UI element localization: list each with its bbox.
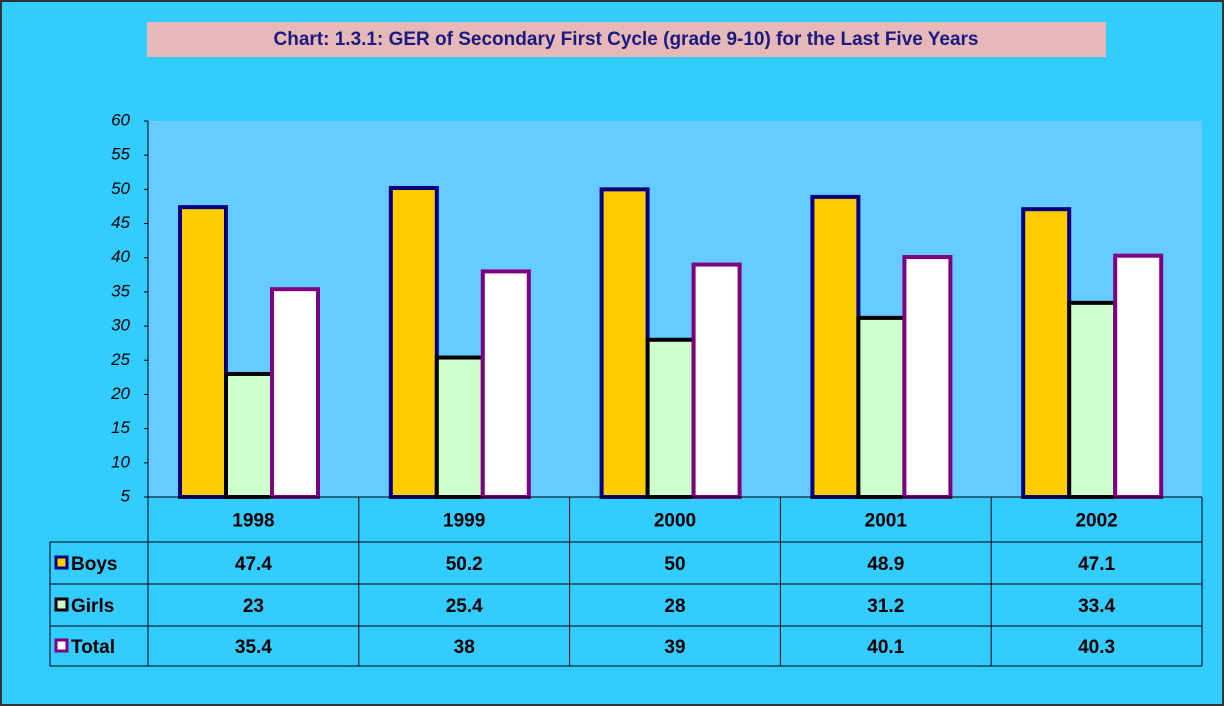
bar xyxy=(1113,253,1164,499)
table-value: 40.1 xyxy=(867,637,904,658)
legend-label: Girls xyxy=(71,596,114,617)
bar xyxy=(270,287,320,500)
y-tick-label: 30 xyxy=(111,316,130,335)
table-value: 35.4 xyxy=(235,637,272,658)
table-value: 47.1 xyxy=(1078,554,1115,575)
bar xyxy=(224,371,274,500)
table-value: 39 xyxy=(664,637,685,658)
y-tick-label: 10 xyxy=(111,452,130,471)
bar xyxy=(388,185,439,499)
y-tick-label: 15 xyxy=(111,418,130,437)
table-value: 28 xyxy=(664,596,685,617)
x-tick-label: 1999 xyxy=(443,511,485,532)
table-value: 40.3 xyxy=(1078,637,1115,658)
y-tick-label: 5 xyxy=(121,486,131,505)
bar xyxy=(599,187,650,499)
table-value: 23 xyxy=(243,596,264,617)
table-value: 25.4 xyxy=(446,596,483,617)
y-tick-label: 50 xyxy=(111,179,130,198)
bar xyxy=(1067,300,1118,499)
bar xyxy=(645,337,696,499)
legend-label: Boys xyxy=(71,554,117,575)
x-tick-label: 2001 xyxy=(865,511,908,532)
table-value: 31.2 xyxy=(867,596,904,617)
x-tick-label: 1998 xyxy=(232,511,274,532)
bar xyxy=(810,194,861,499)
table-value: 33.4 xyxy=(1078,596,1115,617)
y-tick-label: 60 xyxy=(111,110,130,129)
table-value: 47.4 xyxy=(235,554,272,575)
bar xyxy=(902,255,953,499)
y-tick-label: 45 xyxy=(111,213,130,232)
y-tick-label: 35 xyxy=(111,281,130,300)
y-tick-label: 25 xyxy=(110,350,130,369)
title-box xyxy=(147,22,1106,57)
legend-label: Total xyxy=(71,637,115,658)
table-value: 48.9 xyxy=(867,554,904,575)
y-tick-label: 55 xyxy=(111,145,130,164)
bar xyxy=(178,205,228,499)
bar xyxy=(691,262,742,499)
legend-key xyxy=(54,597,69,612)
y-tick-label: 20 xyxy=(110,384,130,403)
bar xyxy=(1021,207,1072,499)
x-tick-label: 2000 xyxy=(654,511,696,532)
y-tick-label: 40 xyxy=(111,247,130,266)
table-value: 50.2 xyxy=(446,554,483,575)
x-tick-label: 2002 xyxy=(1075,511,1117,532)
legend-key xyxy=(54,638,69,653)
bar xyxy=(480,269,531,499)
table-value: 38 xyxy=(454,637,475,658)
bar xyxy=(434,355,485,499)
legend-key xyxy=(54,555,69,570)
chart-title: Chart: 1.3.1: GER of Secondary First Cyc… xyxy=(274,29,979,50)
bar xyxy=(856,315,907,499)
table-value: 50 xyxy=(664,554,685,575)
